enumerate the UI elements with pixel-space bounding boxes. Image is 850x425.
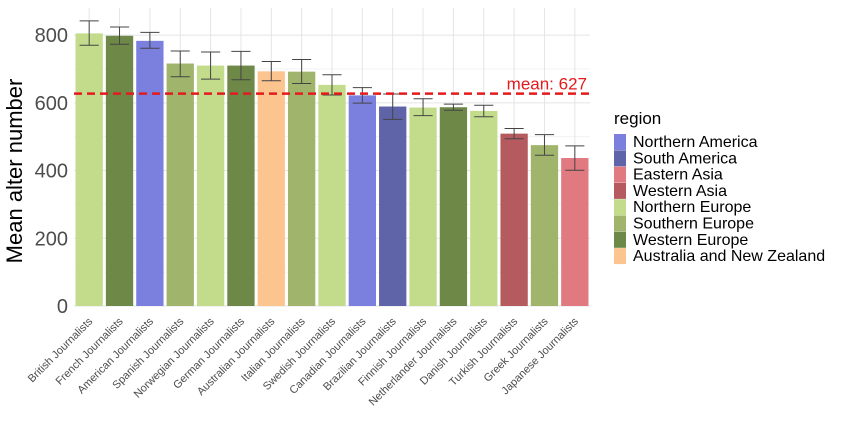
bar [227,65,255,307]
legend-swatch [614,215,626,232]
bars [75,33,589,307]
mean-label: mean: 627 [507,75,587,94]
error-bars [79,20,585,171]
bar [348,95,377,306]
legend-label: Northern America [633,134,758,151]
legend-label: Northern Europe [633,199,751,216]
legend-label: Eastern Asia [633,167,723,184]
bar [75,33,103,306]
legend-swatch [614,166,626,183]
y-axis-title: Mean alter number [2,79,27,264]
legend-title: region [614,109,661,128]
legend-label: Australia and New Zealand [633,248,825,265]
bar [530,145,559,306]
bar [470,110,498,306]
bar [166,63,194,306]
bar [561,158,589,306]
y-tick-label: 600 [35,93,68,115]
bar [105,35,134,306]
legend-label: South America [633,150,737,167]
legend-swatch [614,231,626,248]
bar [196,65,225,307]
legend-label: Western Europe [633,232,748,249]
bar [136,40,164,307]
y-tick-label: 400 [35,161,68,183]
bar [257,71,285,306]
y-tick-label: 0 [57,296,68,318]
legend-label: Southern Europe [633,216,754,233]
legend-label: Western Asia [633,183,727,200]
bar [439,107,468,306]
bar [287,71,316,306]
legend-swatch [614,150,626,167]
y-tick-label: 200 [35,228,68,250]
y-axis-ticks: 0 200 400 600 800 [35,25,68,318]
y-tick-label: 800 [35,25,68,47]
bar [379,106,407,306]
legend-swatch [614,248,626,265]
legend-swatch [614,134,626,150]
legend-swatch [614,182,626,199]
bar [318,84,346,306]
bar [409,107,437,307]
bar [500,133,528,306]
legend-swatch [614,199,626,216]
mean-line-group: mean: 627 [74,75,590,95]
